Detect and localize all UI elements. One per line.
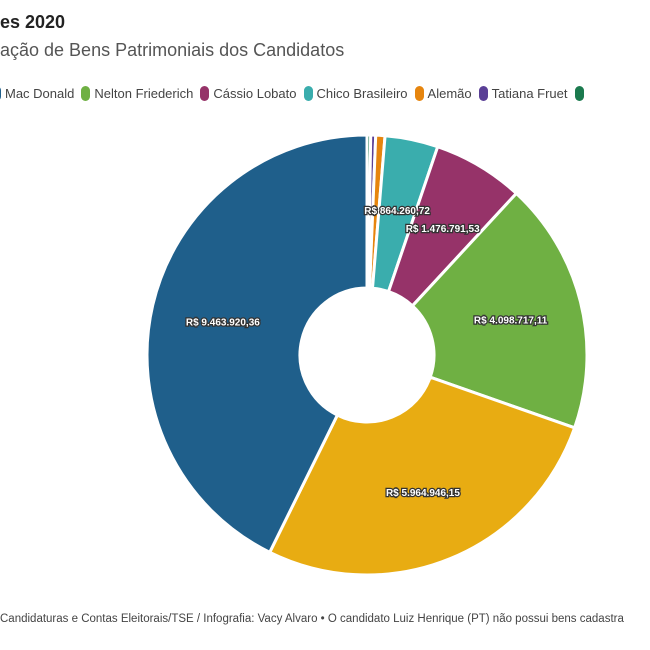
legend-item[interactable]: Cássio Lobato: [200, 86, 297, 101]
donut-slice[interactable]: [145, 133, 369, 555]
legend-swatch: [0, 86, 1, 101]
donut-slice[interactable]: [267, 375, 577, 577]
legend-swatch: [478, 86, 488, 101]
donut-slice[interactable]: [410, 191, 589, 430]
legend-item[interactable]: Nelton Friederich: [81, 86, 193, 101]
legend-label: Nelton Friederich: [94, 86, 194, 101]
legend-swatch: [414, 86, 424, 101]
chart-title: es 2020: [0, 12, 66, 32]
slice-value-label: R$ 5.964.946,15: [386, 488, 460, 499]
slice-value-label: R$ 9.463.920,36: [186, 317, 260, 328]
source-footer: Candidaturas e Contas Eleitorais/TSE / I…: [0, 613, 624, 625]
legend-label: Mac Donald: [5, 86, 75, 101]
legend-item[interactable]: [574, 86, 584, 101]
legend-swatch: [200, 86, 210, 101]
legend: Mac Donald Nelton Friederich Cássio Lobato…: [0, 86, 584, 101]
chart-subtitle: ação de Bens Patrimoniais dos Candidatos: [0, 40, 345, 60]
legend-label: Cássio Lobato: [213, 86, 297, 101]
slice-value-label: R$ 1.476.791,53: [406, 224, 480, 235]
legend-item[interactable]: Mac Donald: [0, 86, 74, 101]
legend-swatch: [303, 86, 313, 101]
legend-label: Chico Brasileiro: [316, 86, 408, 101]
legend-label: Alemão: [427, 86, 472, 101]
legend-item[interactable]: Tatiana Fruet: [478, 86, 568, 101]
legend-item[interactable]: Alemão: [414, 86, 472, 101]
slice-value-label: R$ 864.260,72: [364, 206, 430, 217]
slice-value-label: R$ 4.098.717,11: [474, 315, 548, 326]
legend-item[interactable]: Chico Brasileiro: [303, 86, 408, 101]
legend-swatch: [81, 86, 91, 101]
legend-swatch: [574, 86, 584, 101]
legend-label: Tatiana Fruet: [491, 86, 568, 101]
